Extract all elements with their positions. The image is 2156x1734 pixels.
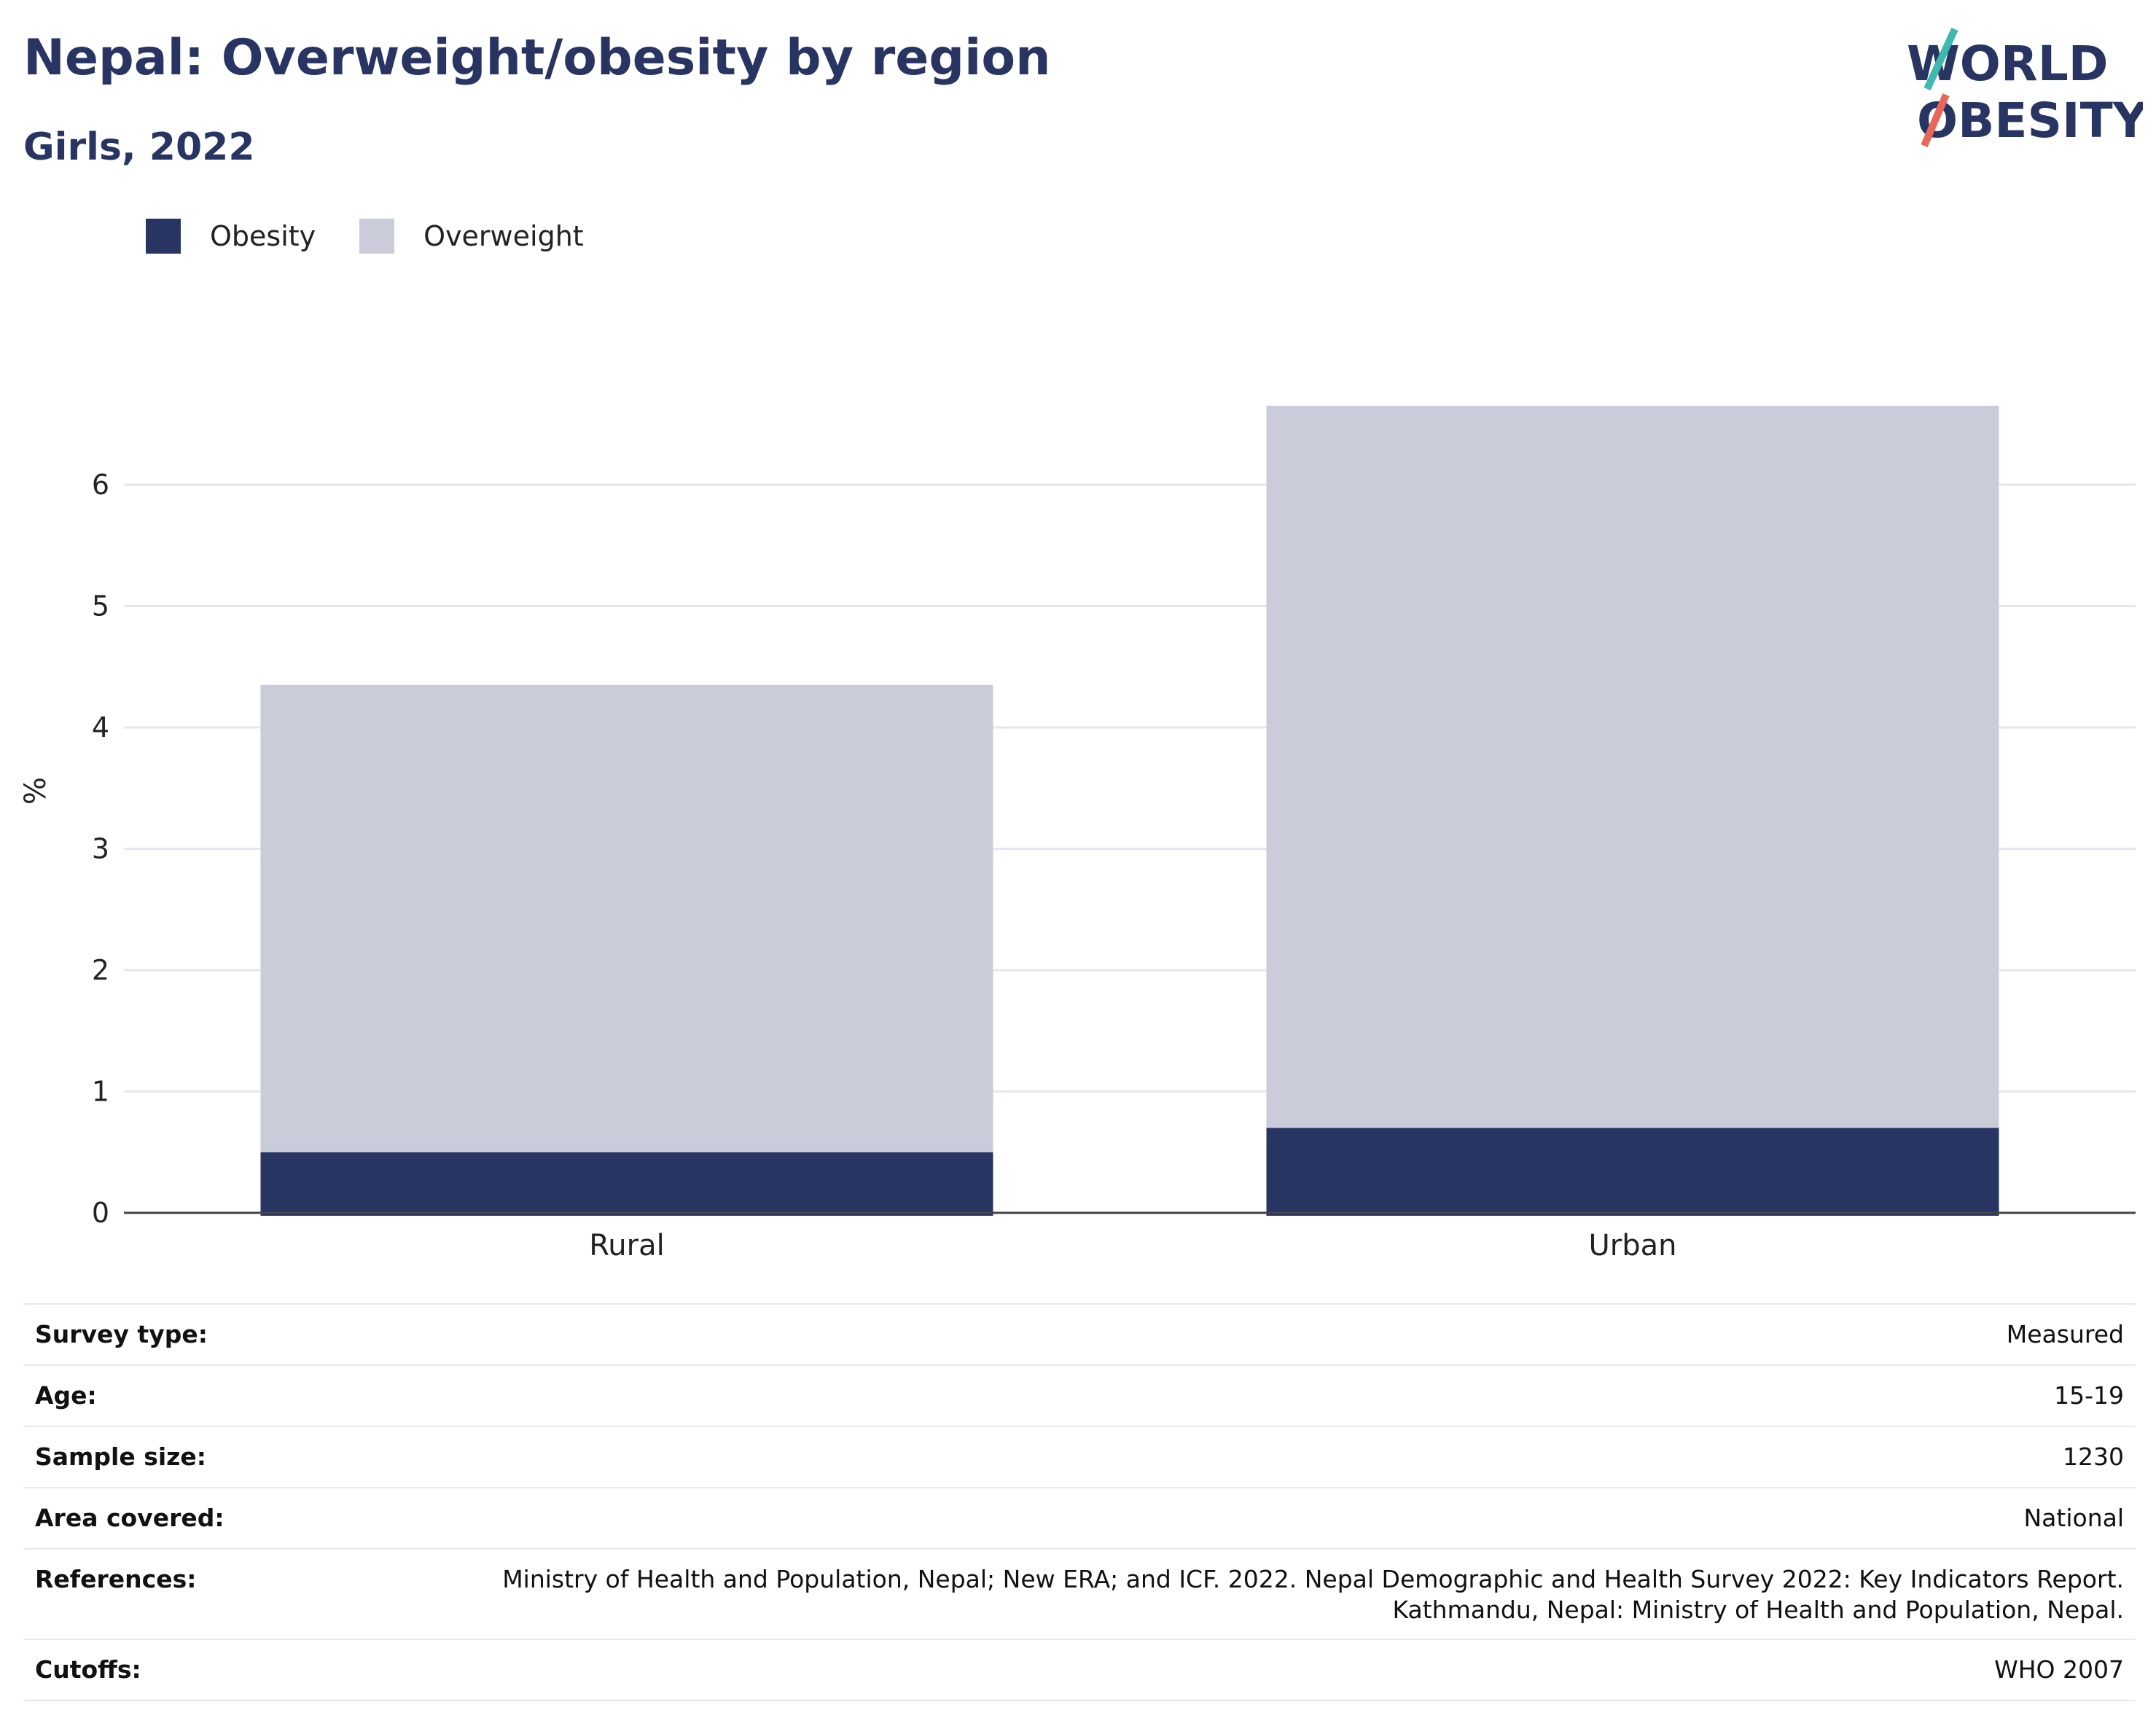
cutoffs-value: WHO 2007 <box>353 1639 2136 1701</box>
world-obesity-logo: WORLD OBESITY <box>1907 27 2143 149</box>
table-row: Age: 15-19 <box>23 1364 2136 1426</box>
sample-size-label: Sample size: <box>23 1426 353 1488</box>
bar-chart: 0 1 2 3 4 5 6% Rural Urban <box>19 405 2136 1262</box>
x-tick-label: Urban <box>1589 1229 1677 1262</box>
legend-label-overweight: Overweight <box>423 220 584 252</box>
y-tick-label: 2 <box>92 954 109 986</box>
y-tick-label: 3 <box>92 833 109 865</box>
cutoffs-label: Cutoffs: <box>23 1639 353 1701</box>
y-tick-label: 6 <box>92 469 109 501</box>
legend-swatch-overweight <box>359 219 395 254</box>
y-tick-label: 4 <box>92 711 109 743</box>
bar-obesity-urban <box>1266 1128 1999 1216</box>
y-tick-label: 0 <box>92 1197 109 1229</box>
references-label: References: <box>23 1548 353 1639</box>
table-row: Survey type: Measured <box>23 1303 2136 1365</box>
references-value: Ministry of Health and Population, Nepal… <box>353 1548 2136 1639</box>
age-label: Age: <box>23 1364 353 1426</box>
logo-line2: OBESITY <box>1917 93 2143 149</box>
chart-subtitle: Girls, 2022 <box>23 125 255 169</box>
survey-type-label: Survey type: <box>23 1303 353 1365</box>
table-row: Sample size: 1230 <box>23 1426 2136 1488</box>
logo-coral-stroke <box>1921 93 1950 147</box>
chart-title: Nepal: Overweight/obesity by region <box>23 29 1051 87</box>
legend-item-overweight[interactable]: Overweight <box>359 219 584 254</box>
table-row: References: Ministry of Health and Popul… <box>23 1548 2136 1639</box>
legend: Obesity Overweight <box>146 217 628 255</box>
legend-item-obesity[interactable]: Obesity <box>146 219 316 254</box>
survey-details-table: Survey type: Measured Age: 15-19 Sample … <box>23 1303 2136 1701</box>
y-axis-label: % <box>19 777 52 805</box>
bar-overweight-urban <box>1266 405 1999 1128</box>
bar-overweight-rural <box>260 684 993 1152</box>
table-row: Cutoffs: WHO 2007 <box>23 1639 2136 1701</box>
table-row: Area covered: National <box>23 1487 2136 1549</box>
y-tick-label: 1 <box>92 1076 109 1108</box>
logo-teal-stroke <box>1923 27 1958 91</box>
area-covered-label: Area covered: <box>23 1487 353 1549</box>
legend-swatch-obesity <box>146 219 181 254</box>
survey-type-value: Measured <box>353 1303 2136 1365</box>
x-tick-label: Rural <box>589 1229 664 1262</box>
references-line-1: Ministry of Health and Population, Nepal… <box>502 1565 2124 1593</box>
sample-size-value: 1230 <box>353 1426 2136 1488</box>
bar-obesity-rural <box>260 1152 993 1216</box>
y-tick-label: 5 <box>92 590 109 622</box>
references-line-2: Kathmandu, Nepal: Ministry of Health and… <box>1392 1596 2124 1624</box>
legend-label-obesity: Obesity <box>210 220 316 252</box>
age-value: 15-19 <box>353 1364 2136 1426</box>
area-covered-value: National <box>353 1487 2136 1549</box>
